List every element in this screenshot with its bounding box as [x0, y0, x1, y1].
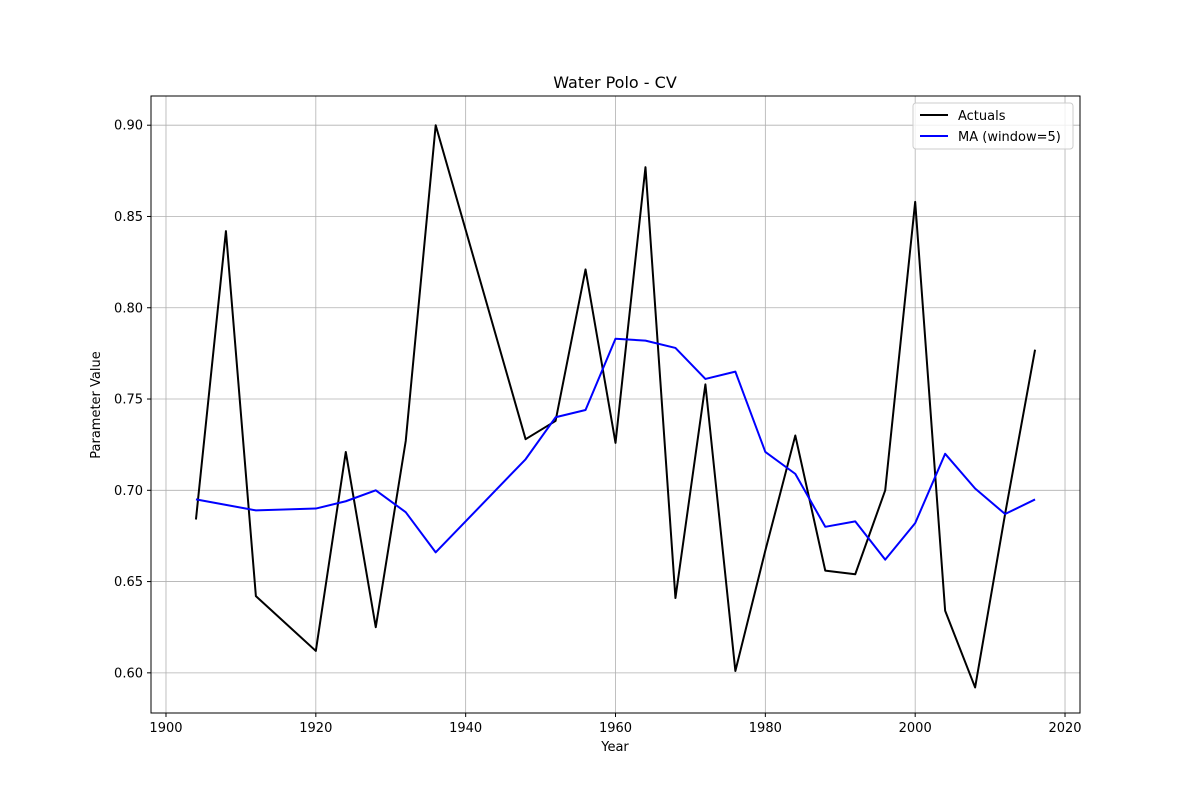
x-tick-label: 2020 — [1048, 721, 1081, 736]
y-axis-label: Parameter Value — [89, 351, 104, 458]
legend-box — [912, 102, 1074, 150]
y-tick-label: 0.90 — [114, 119, 143, 134]
y-tick-label: 0.70 — [114, 484, 143, 499]
x-tick-label: 1960 — [599, 721, 632, 736]
x-tick-label: 1980 — [749, 721, 782, 736]
y-tick-label: 0.80 — [114, 301, 143, 316]
legend-label-ma: MA (window=5) — [958, 130, 1061, 145]
series-layer — [194, 124, 1037, 689]
grid-layer — [151, 96, 1080, 713]
chart-title: Water Polo - CV — [553, 73, 677, 92]
y-tick-label: 0.60 — [114, 666, 143, 681]
ticks-layer: 1900 1920 1940 1960 1980 2000 2020 0.60 0.65 0.70… — [114, 119, 1082, 736]
y-tick-label: 0.75 — [114, 393, 143, 408]
x-axis-label: Year — [600, 740, 629, 755]
y-tick-label: 0.65 — [114, 575, 143, 590]
x-tick-label: 1940 — [449, 721, 482, 736]
x-tick-label: 1920 — [299, 721, 332, 736]
y-tick-label: 0.85 — [114, 210, 143, 225]
x-tick-label: 2000 — [899, 721, 932, 736]
x-tick-label: 1900 — [149, 721, 182, 736]
series-line-actuals — [194, 124, 1037, 689]
legend-label-actuals: Actuals — [958, 109, 1006, 124]
series-line-ma — [195, 337, 1036, 561]
legend: Actuals MA (window=5) — [912, 102, 1074, 150]
